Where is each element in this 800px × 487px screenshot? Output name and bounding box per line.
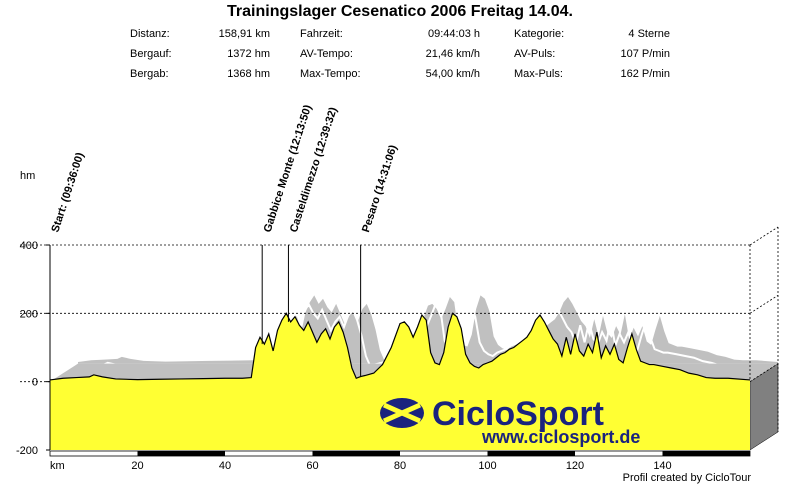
logo-cross bbox=[382, 402, 422, 424]
x-axis-unit-label: km bbox=[50, 460, 65, 472]
y-tick-label: -200 bbox=[16, 445, 38, 457]
stat-label-ascent: Bergauf: bbox=[130, 48, 172, 60]
y-axis-label: hm bbox=[20, 170, 36, 182]
stat-value-distance: 158,91 km bbox=[218, 28, 270, 40]
brand-logo: CicloSport www.ciclosport.de bbox=[380, 395, 640, 447]
marker-label: Pesaro (14:31:06) bbox=[360, 143, 400, 234]
x-tick-label: 120 bbox=[566, 460, 584, 472]
stat-label-category: Kategorie: bbox=[514, 28, 565, 40]
marker-label: Gabbice Monte (12:13:50) bbox=[262, 103, 315, 234]
gridline-3d bbox=[749, 363, 779, 383]
stat-value-category: 4 Sterne bbox=[628, 28, 670, 40]
x-axis-segment bbox=[662, 451, 750, 456]
x-tick-label: 20 bbox=[131, 460, 143, 472]
x-axis-segment bbox=[487, 451, 575, 456]
gridline-3d bbox=[749, 226, 779, 246]
stat-label-max-speed: Max-Tempo: bbox=[300, 68, 361, 80]
stat-label-max-pulse: Max-Puls: bbox=[514, 68, 563, 80]
x-tick-label: 60 bbox=[306, 460, 318, 472]
stat-value-avg-speed: 21,46 km/h bbox=[425, 48, 480, 60]
stat-label-avg-pulse: AV-Puls: bbox=[514, 48, 556, 60]
stat-label-distance: Distanz: bbox=[130, 28, 170, 40]
stat-label-descent: Bergab: bbox=[130, 68, 169, 80]
stat-label-ride-time: Fahrzeit: bbox=[300, 28, 343, 40]
y-tick-label: 0 bbox=[32, 377, 38, 389]
logo-brand-text: CicloSport bbox=[432, 395, 604, 433]
credit-text: Profil created by CicloTour bbox=[622, 472, 751, 484]
x-tick-label: 40 bbox=[219, 460, 231, 472]
gridline-3d bbox=[749, 294, 779, 314]
marker-label: Start: (09:36:00) bbox=[49, 151, 86, 234]
chart-title: Trainingslager Cesenatico 2006 Freitag 1… bbox=[227, 3, 573, 20]
profile-layer bbox=[49, 312, 751, 450]
stat-value-descent: 1368 hm bbox=[227, 68, 270, 80]
x-axis-segment bbox=[312, 451, 400, 456]
stat-value-max-speed: 54,00 km/h bbox=[425, 68, 480, 80]
stat-value-ride-time: 09:44:03 h bbox=[428, 28, 480, 40]
x-tick-label: 140 bbox=[653, 460, 671, 472]
axes-layer: 400 200 0 -200 km 20 40 60 80 100 120 140 bbox=[16, 240, 751, 472]
x-tick-label: 100 bbox=[478, 460, 496, 472]
stat-label-avg-speed: AV-Tempo: bbox=[300, 48, 353, 60]
x-axis-segment bbox=[137, 451, 225, 456]
logo-url-text: www.ciclosport.de bbox=[481, 427, 640, 447]
profile-line bbox=[49, 312, 751, 381]
stat-value-ascent: 1372 hm bbox=[227, 48, 270, 60]
x-tick-label: 80 bbox=[394, 460, 406, 472]
y-tick-label: 200 bbox=[20, 308, 38, 320]
profile-area bbox=[50, 313, 750, 450]
y-tick-label: 400 bbox=[20, 240, 38, 252]
stat-value-avg-pulse: 107 P/min bbox=[620, 48, 670, 60]
stat-value-max-pulse: 162 P/min bbox=[620, 68, 670, 80]
